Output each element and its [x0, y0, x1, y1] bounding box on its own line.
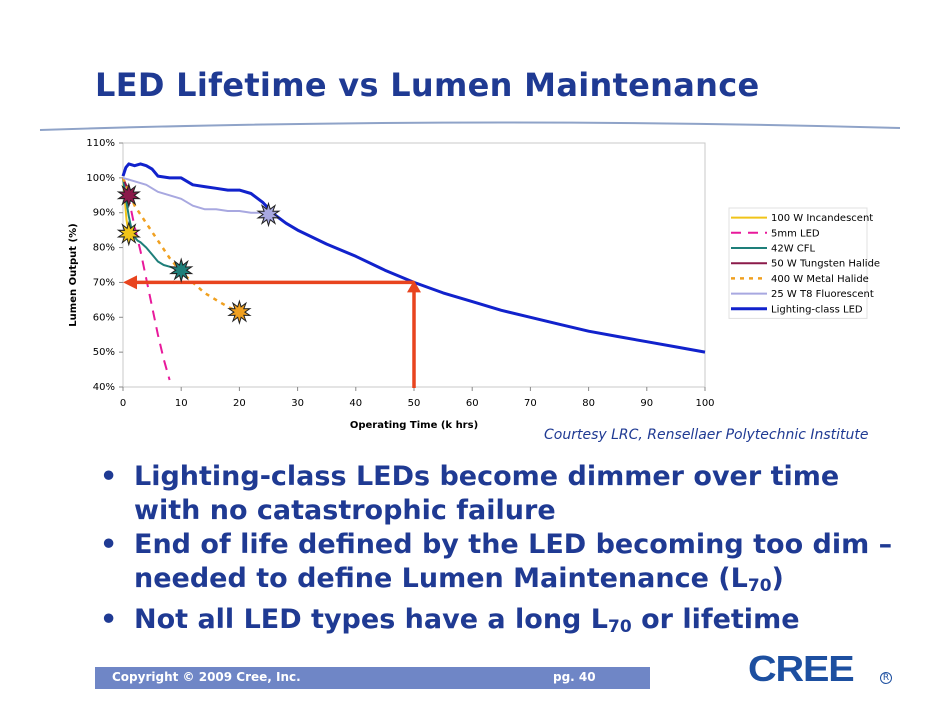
bullet-subscript: 70 — [608, 617, 632, 637]
failure-starburst-marker — [227, 299, 252, 325]
legend-label: 42W CFL — [771, 244, 816, 255]
x-tick-label: 0 — [120, 398, 126, 409]
legend-label: 5mm LED — [771, 228, 820, 239]
x-tick-label: 10 — [175, 398, 188, 409]
y-tick-label: 70% — [93, 277, 115, 288]
y-tick-label: 110% — [86, 138, 115, 149]
x-tick-label: 30 — [291, 398, 304, 409]
x-tick-label: 80 — [582, 398, 595, 409]
y-tick-label: 80% — [93, 243, 115, 254]
bullet-text: End of life defined by the LED becoming … — [134, 529, 893, 594]
bullet-tail: or lifetime — [631, 604, 800, 635]
annotation-arrowhead — [407, 280, 421, 293]
y-tick-label: 90% — [93, 208, 115, 219]
y-tick-label: 60% — [93, 312, 115, 323]
x-tick-label: 60 — [466, 398, 479, 409]
legend-label: 400 W Metal Halide — [771, 274, 869, 285]
legend-label: Lighting-class LED — [771, 304, 863, 315]
bullet-text: Lighting-class LEDs become dimmer over t… — [134, 461, 840, 526]
y-axis-label: Lumen Output (%) — [68, 223, 79, 326]
series-line — [122, 176, 269, 216]
footer-copyright: Copyright © 2009 Cree, Inc. — [112, 670, 301, 684]
bullet-item: • Lighting-class LEDs become dimmer over… — [100, 460, 900, 528]
series-line — [122, 177, 182, 272]
y-tick-label: 100% — [86, 173, 115, 184]
bullet-dot: • — [100, 529, 118, 560]
lumen-maintenance-chart: 40% 50% 60% 70% 80% 90% 100% 110% 0 10 20 30 40 50 60 7… — [68, 138, 880, 431]
y-tick-label: 50% — [93, 347, 115, 358]
x-axis-label: Operating Time (k hrs) — [350, 420, 478, 431]
x-tick-label: 100 — [695, 398, 714, 409]
bullet-dot: • — [100, 604, 118, 635]
legend-label: 50 W Tungsten Halide — [771, 259, 880, 270]
bullet-list: • Lighting-class LEDs become dimmer over… — [100, 460, 900, 644]
annotation-arrowhead — [123, 275, 137, 290]
x-tick-label: 20 — [233, 398, 246, 409]
footer-bar — [95, 667, 650, 689]
chart-source-credit: Courtesy LRC, Rensellaer Polytechnic Ins… — [544, 427, 869, 443]
bullet-text: Not all LED types have a long L — [134, 604, 608, 635]
slide-title: LED Lifetime vs Lumen Maintenance — [95, 66, 760, 104]
bullet-item: • Not all LED types have a long L70 or l… — [100, 603, 900, 644]
failure-starburst-marker — [256, 201, 281, 228]
x-tick-label: 40 — [349, 398, 362, 409]
failure-starburst-marker — [168, 257, 194, 283]
legend-label: 25 W T8 Fluorescent — [771, 289, 874, 300]
series-line — [122, 177, 171, 381]
x-tick-label: 70 — [524, 398, 537, 409]
bullet-dot: • — [100, 461, 118, 492]
x-tick-label: 50 — [408, 398, 421, 409]
bullet-item: • End of life defined by the LED becomin… — [100, 528, 900, 603]
bullet-tail: ) — [771, 563, 784, 594]
y-tick-label: 40% — [93, 382, 115, 393]
footer-page-number: pg. 40 — [553, 670, 596, 684]
failure-starburst-marker — [116, 182, 142, 209]
registered-mark-icon: R — [880, 672, 892, 684]
bullet-subscript: 70 — [747, 576, 772, 596]
cree-logo: CREE — [748, 648, 855, 689]
failure-starburst-marker — [116, 220, 142, 247]
legend-label: 100 W Incandescent — [771, 213, 873, 224]
title-underline — [39, 121, 901, 131]
x-tick-label: 90 — [640, 398, 653, 409]
